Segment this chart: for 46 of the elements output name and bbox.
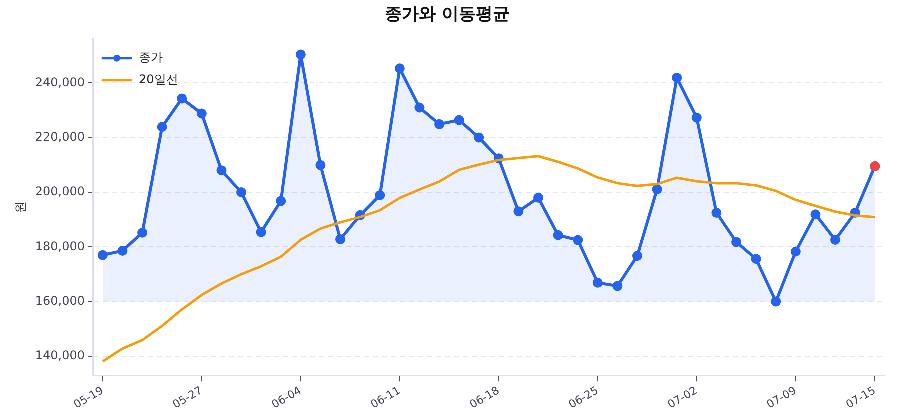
y-tick-label: 180,000	[35, 239, 86, 254]
legend-label: 종가	[139, 50, 164, 65]
point	[534, 192, 544, 203]
y-tick-label: 160,000	[35, 294, 86, 308]
point	[276, 196, 286, 206]
point	[474, 132, 484, 143]
y-tick-label: 240,000	[35, 75, 86, 90]
point	[157, 122, 168, 132]
point	[612, 281, 623, 292]
y-tick-label: 220,000	[35, 130, 86, 144]
point	[712, 208, 722, 218]
point	[573, 235, 584, 246]
point	[118, 246, 128, 256]
point	[394, 64, 405, 74]
point	[830, 235, 840, 246]
point	[177, 94, 188, 104]
point	[414, 102, 425, 113]
y-tick-label: 140,000	[35, 348, 86, 363]
point	[751, 254, 762, 264]
point	[652, 184, 662, 194]
point	[138, 228, 148, 238]
point	[553, 230, 564, 240]
point	[236, 187, 247, 198]
point	[514, 206, 524, 217]
point	[216, 166, 227, 176]
point	[632, 251, 643, 262]
point	[771, 296, 782, 307]
point	[434, 119, 445, 130]
point	[672, 72, 682, 83]
point	[592, 278, 603, 288]
legend-label: 20일선	[139, 72, 178, 87]
point	[732, 237, 742, 248]
point	[692, 112, 702, 123]
point	[256, 227, 266, 238]
point	[790, 246, 801, 257]
point	[375, 190, 386, 200]
point	[810, 210, 821, 220]
point	[316, 160, 326, 170]
y-axis-title: 원	[13, 201, 28, 214]
chart-title: 종가와 이동평균	[385, 4, 510, 25]
point	[98, 250, 108, 260]
point	[296, 50, 306, 60]
y-tick-label: 200,000	[35, 184, 86, 199]
point	[454, 115, 464, 126]
point	[336, 234, 346, 244]
point	[196, 108, 207, 119]
